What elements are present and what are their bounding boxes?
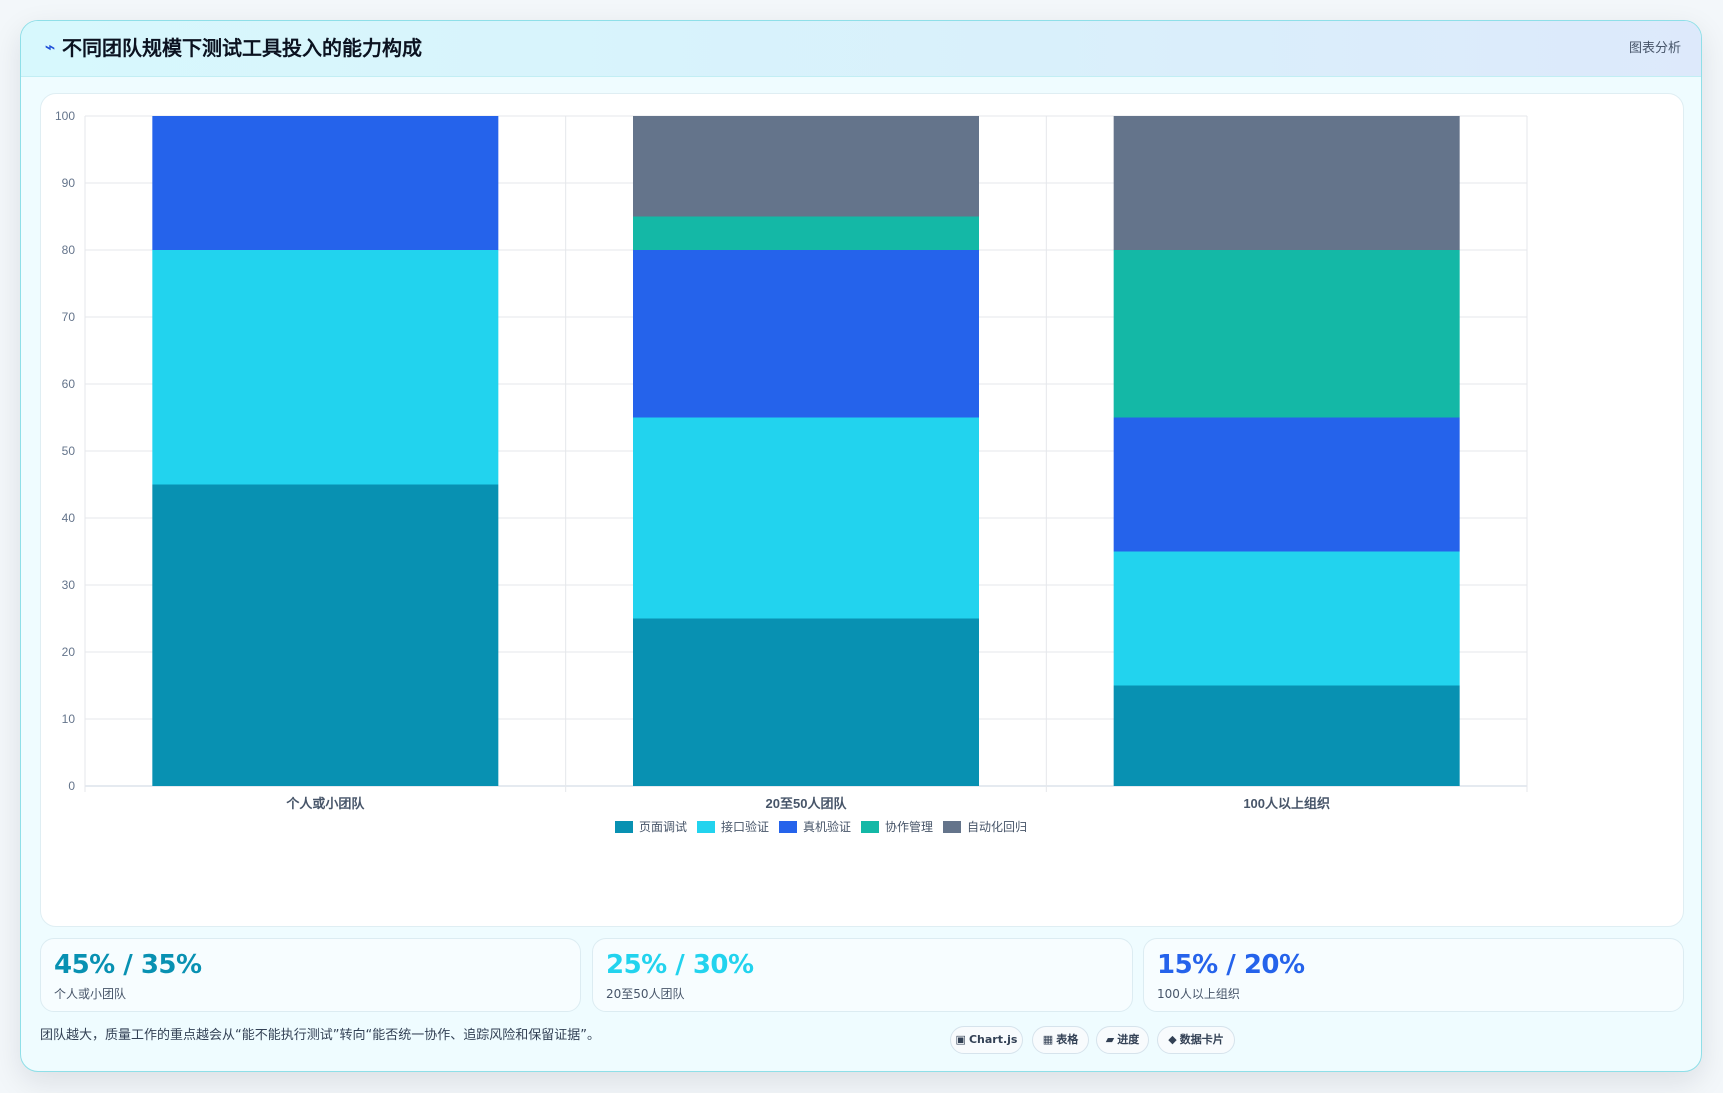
stat-value: 15% / 20%	[1157, 950, 1305, 980]
stat-label: 个人或小团队	[54, 987, 127, 1001]
chart-analysis-tag: 图表分析	[1628, 41, 1681, 56]
chart-icon: ▣	[955, 1033, 966, 1046]
progress-icon: ▰	[1105, 1033, 1115, 1046]
stat-card-mid-team: 25% / 30% 20至50人团队	[592, 938, 1133, 1012]
chip-label: Chart.js	[968, 1033, 1018, 1046]
bar-segment	[633, 417, 979, 619]
y-tick-label: 100	[55, 109, 75, 123]
y-tick-label: 20	[62, 645, 76, 659]
stat-card-small-team: 45% / 35% 个人或小团队	[40, 938, 581, 1012]
legend-swatch	[861, 821, 879, 833]
chip-progress[interactable]: ▰ 进度	[1096, 1026, 1149, 1054]
card-icon: ◆	[1168, 1033, 1177, 1046]
footnote: 团队越大，质量工作的重点越会从“能不能执行测试”转向“能否统一协作、追踪风险和保…	[40, 1028, 600, 1043]
y-tick-label: 70	[62, 310, 76, 324]
legend-swatch	[697, 821, 715, 833]
bar-segment	[1113, 685, 1460, 786]
bar-segment	[1113, 116, 1460, 250]
y-tick-label: 10	[62, 712, 76, 726]
stat-cards: 45% / 35% 个人或小团队 25% / 30% 20至50人团队 15% …	[40, 938, 1684, 1012]
x-tick-label: 个人或小团队	[285, 796, 365, 811]
x-tick-label: 20至50人团队	[766, 796, 848, 811]
chip-label: 数据卡片	[1179, 1033, 1224, 1046]
bar-segment	[152, 116, 499, 250]
chart-panel: 0 10 20 30 40 50 60 70 80 90 100 个人或小团队 20至50人团队 100人…	[40, 93, 1684, 927]
legend-label: 页面调试	[639, 819, 687, 834]
bar-segment	[633, 116, 979, 217]
bar-segment	[1113, 250, 1460, 418]
table-icon: ▦	[1042, 1033, 1054, 1046]
legend-swatch	[943, 821, 961, 833]
chip-table[interactable]: ▦ 表格	[1032, 1026, 1089, 1054]
chip-label: 进度	[1117, 1033, 1140, 1046]
y-tick-label: 90	[62, 176, 76, 190]
y-tick-label: 0	[68, 779, 75, 793]
bar-segment	[1113, 551, 1460, 686]
y-tick-label: 30	[62, 578, 76, 592]
bar-segment	[1113, 417, 1460, 552]
bar-segment	[633, 250, 979, 418]
bar-segment	[633, 618, 979, 786]
chip-label: 表格	[1056, 1033, 1079, 1046]
activity-icon: ⌁	[44, 37, 56, 58]
legend-label: 自动化回归	[967, 820, 1027, 834]
stat-card-large-org: 15% / 20% 100人以上组织	[1143, 938, 1684, 1012]
y-tick-label: 50	[62, 444, 76, 458]
page-title: 不同团队规模下测试工具投入的能力构成	[62, 36, 422, 60]
chip-data-card[interactable]: ◆ 数据卡片	[1157, 1026, 1235, 1054]
stat-value: 25% / 30%	[606, 950, 754, 980]
legend-label: 真机验证	[803, 819, 851, 834]
card-header: ⌁ 不同团队规模下测试工具投入的能力构成 图表分析	[21, 21, 1701, 77]
legend-label: 协作管理	[885, 819, 933, 834]
stat-value: 45% / 35%	[54, 950, 202, 980]
x-tick-label: 100人以上组织	[1243, 796, 1330, 811]
stacked-bar-chart: 0 10 20 30 40 50 60 70 80 90 100 个人或小团队 20至50人团队 100人…	[55, 109, 1528, 834]
y-tick-label: 60	[62, 377, 76, 391]
legend-swatch	[779, 821, 797, 833]
stat-label: 100人以上组织	[1157, 987, 1240, 1001]
chart-card: ⌁ 不同团队规模下测试工具投入的能力构成 图表分析 0 10 20 30 40 50 60 7…	[20, 20, 1702, 1072]
legend-label: 接口验证	[721, 819, 769, 834]
stat-label: 20至50人团队	[606, 987, 685, 1001]
legend-swatch	[615, 821, 633, 833]
bar-segment	[152, 484, 499, 786]
y-tick-label: 80	[62, 243, 76, 257]
y-tick-label: 40	[62, 511, 76, 525]
chip-chartjs[interactable]: ▣ Chart.js	[950, 1026, 1023, 1054]
bar-segment	[633, 216, 979, 250]
bar-segment	[152, 250, 499, 485]
